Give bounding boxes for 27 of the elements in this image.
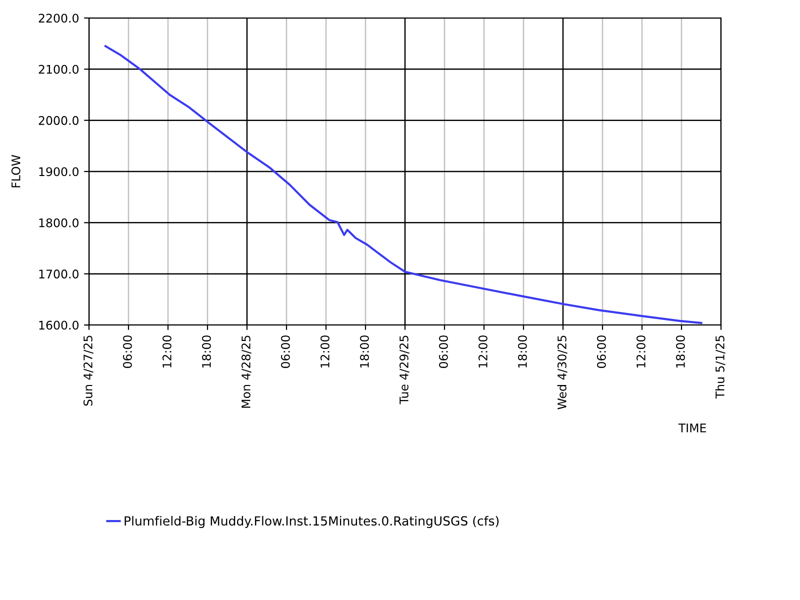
x-tick-label: 12:00 — [478, 336, 488, 368]
x-tick-label: 12:00 — [320, 336, 330, 368]
legend-label: Plumfield-Big Muddy.Flow.Inst.15Minutes.0.RatingUSGS (cfs) — [124, 516, 499, 528]
x-tick-label: 12:00 — [636, 336, 646, 368]
y-tick-label: 2100.0 — [38, 64, 78, 74]
y-tick-label: 2200.0 — [38, 14, 78, 23]
x-tick-label: 06:00 — [438, 336, 448, 368]
x-tick-label: Tue 4/29/25 — [399, 336, 410, 404]
x-tick-label: Thu 5/1/25 — [715, 336, 726, 399]
x-tick-label: 18:00 — [676, 336, 685, 368]
x-tick-label: 06:00 — [280, 336, 290, 368]
x-tick-label: 18:00 — [202, 336, 211, 368]
x-tick-label: 06:00 — [122, 336, 132, 368]
x-axis-title: TIME — [678, 424, 706, 432]
y-tick-label: 1700.0 — [39, 270, 78, 278]
y-tick-label: 2000.0 — [38, 116, 78, 125]
x-tick-label: Sun 4/27/25 — [83, 336, 94, 406]
x-tick-label: 18:00 — [518, 336, 527, 368]
x-tick-label: 06:00 — [596, 336, 606, 368]
y-tick-label: 1600.0 — [39, 320, 78, 330]
y-axis-title: FLOW — [11, 154, 20, 188]
x-tick-label: 12:00 — [162, 336, 172, 368]
x-tick-label: Wed 4/30/25 — [557, 336, 568, 410]
x-tick-label: 18:00 — [360, 336, 369, 368]
y-tick-label: 1800.0 — [39, 218, 78, 228]
y-tick-label: 1900.0 — [39, 167, 78, 176]
x-tick-label: Mon 4/28/25 — [241, 336, 252, 408]
